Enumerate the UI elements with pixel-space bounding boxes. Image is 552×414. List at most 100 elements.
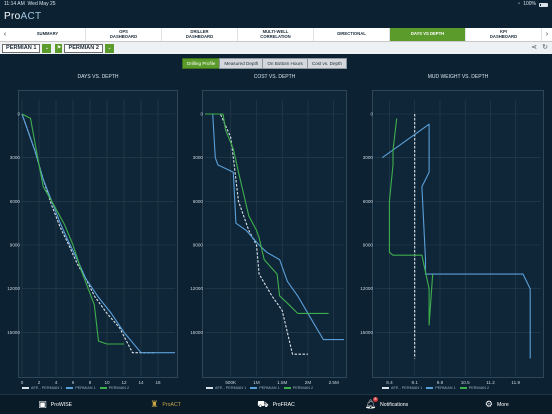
x-tick-label: 2.5M [329, 380, 339, 385]
y-tick-label: 15000 [190, 330, 203, 335]
y-tick-label: 6000 [10, 199, 21, 204]
legend-swatch-p1 [66, 387, 74, 389]
flag-icon[interactable]: ⚑ [55, 43, 63, 53]
x-tick-label: 4 [55, 380, 58, 385]
tab-days-vs-depth[interactable]: DAYS VS DEPTH [390, 28, 466, 41]
chevron-down-icon[interactable]: ⌄ [104, 43, 114, 53]
y-tick-label: 3000 [193, 155, 204, 160]
x-tick-label: 11.2 [486, 380, 495, 385]
x-tick-label: 1M [253, 380, 260, 385]
tab-multi-well-correlation[interactable]: MULTI-WELL CORRELATION [238, 28, 314, 41]
tab-scroll-right-icon[interactable]: › [542, 28, 552, 41]
tab-directional[interactable]: DIRECTIONAL [314, 28, 390, 41]
x-tick-label: 2M [305, 380, 312, 385]
legend-afe: AFE - PERMIAN 1 [22, 386, 62, 390]
legend-swatch-afe [382, 387, 389, 389]
y-tick-label: 15000 [7, 330, 20, 335]
battery-percent: 100% [523, 1, 536, 7]
y-tick-label: 9000 [193, 243, 204, 248]
status-bar: 11:14 AM Wed May 25 ◔ 100% [0, 0, 552, 9]
legend-mud-weight: AFE - PERMIAN 1 PERMIAN 1 PERMIAN 2 [382, 386, 489, 390]
legend-swatch-afe [22, 387, 29, 389]
series-line-p1 [205, 113, 344, 341]
legend-swatch-p1 [426, 387, 434, 389]
tab-ops-dashboard[interactable]: OPS DASHBOARD [86, 28, 162, 41]
series-line-p2 [388, 118, 434, 326]
legend-afe: AFE - PERMIAN 1 [382, 386, 422, 390]
x-tick-label: 14 [138, 380, 144, 385]
refresh-icon[interactable]: ↻ [542, 44, 548, 51]
series-line-p1 [381, 123, 531, 359]
nav-notifications[interactable]: 🔔︎ 8 Notifications [364, 397, 409, 409]
app-logo: ProACT [4, 11, 42, 22]
legend-permian-2: PERMIAN 2 [99, 386, 129, 390]
y-tick-label: 0 [370, 112, 373, 117]
view-segmented-control: Drilling Profile Measured Depth On Botto… [182, 58, 347, 69]
y-tick-label: 3000 [10, 155, 21, 160]
nav-profrac[interactable]: ⛟ ProFRAC [257, 399, 295, 409]
x-tick-label: 2 [38, 380, 41, 385]
y-tick-label: 12000 [360, 286, 373, 291]
chart-panel-cost-vs-depth [202, 90, 347, 378]
y-tick-label: 12000 [190, 286, 203, 291]
x-tick-label: 0 [21, 380, 24, 385]
chevron-down-icon[interactable]: ⌄ [42, 43, 52, 53]
tab-kpi-dashboard[interactable]: KPI DASHBOARD [466, 28, 542, 41]
legend-swatch-afe [206, 387, 213, 389]
bell-icon: 🔔︎ 8 [364, 397, 378, 409]
legend-permian-2: PERMIAN 2 [459, 386, 489, 390]
battery-icon [539, 2, 548, 7]
status-time-date: 11:14 AM Wed May 25 [4, 1, 56, 7]
chart-panel-mud-weight-vs-depth [372, 90, 544, 378]
legend-swatch-p2 [283, 387, 291, 389]
tab-scroll-left-icon[interactable]: ‹ [0, 28, 10, 41]
filter-actions: ⋖ ↻ [531, 43, 548, 51]
legend-swatch-p2 [459, 387, 467, 389]
x-tick-label: 6 [72, 380, 75, 385]
segment-cost-vs-depth[interactable]: Cost vs. Depth [306, 58, 347, 69]
y-tick-label: 0 [17, 112, 20, 117]
x-tick-label: 8.4 [386, 380, 393, 385]
legend-permian-1: PERMIAN 1 [426, 386, 456, 390]
series-line-p2 [21, 113, 124, 345]
bottom-nav: ▣ ProWISE ♜ ProACT ⛟ ProFRAC 🔔︎ 8 Notificatio… [0, 394, 552, 414]
legend-permian-1: PERMIAN 1 [250, 386, 280, 390]
tab-bar: ‹ SUMMARY OPS DASHBOARD DRILLER DASHBOAR… [0, 28, 552, 42]
x-tick-label: 1.5M [277, 380, 287, 385]
y-tick-label: 15000 [360, 330, 373, 335]
nav-more[interactable]: ⚙ More [484, 399, 509, 409]
image-icon: ▣ [38, 399, 47, 409]
well-1-select[interactable]: PERMIAN 1 [2, 43, 41, 53]
x-tick-label: 8 [89, 380, 92, 385]
nav-proact[interactable]: ♜ ProACT [150, 399, 181, 409]
x-tick-label: 9.1 [412, 380, 419, 385]
y-tick-label: 6000 [193, 199, 204, 204]
y-tick-label: 3000 [363, 155, 374, 160]
x-tick-label: 16 [155, 380, 161, 385]
tab-driller-dashboard[interactable]: DRILLER DASHBOARD [162, 28, 238, 41]
x-tick-label: 12 [121, 380, 127, 385]
series-line-p1 [21, 113, 175, 354]
legend-permian-2: PERMIAN 2 [283, 386, 313, 390]
y-tick-label: 6000 [363, 199, 374, 204]
tab-summary[interactable]: SUMMARY [10, 28, 86, 41]
filter-bar: PERMIAN 1 ⌄ ⚑ PERMIAN 2 ⌄ ⋖ ↻ [0, 42, 552, 54]
legend-days-vs-depth: AFE - PERMIAN 1 PERMIAN 1 PERMIAN 2 [22, 386, 129, 390]
wifi-icon: ◔ [517, 1, 521, 7]
status-right: ◔ 100% [517, 0, 548, 9]
y-tick-label: 9000 [10, 243, 21, 248]
x-tick-label: 11.9 [511, 380, 520, 385]
x-tick-label: 9.8 [437, 380, 444, 385]
legend-swatch-p1 [250, 387, 258, 389]
legend-swatch-p2 [99, 387, 107, 389]
y-tick-label: 12000 [7, 286, 20, 291]
well-2-select[interactable]: PERMIAN 2 [64, 43, 103, 53]
share-icon[interactable]: ⋖ [531, 44, 538, 51]
x-tick-label: 500K [225, 380, 237, 385]
nav-prowise[interactable]: ▣ ProWISE [38, 399, 73, 409]
x-tick-label: 10 [104, 380, 110, 385]
rig-icon: ♜ [150, 399, 159, 409]
legend-cost-vs-depth: AFE - PERMIAN 1 PERMIAN 1 PERMIAN 2 [206, 386, 313, 390]
